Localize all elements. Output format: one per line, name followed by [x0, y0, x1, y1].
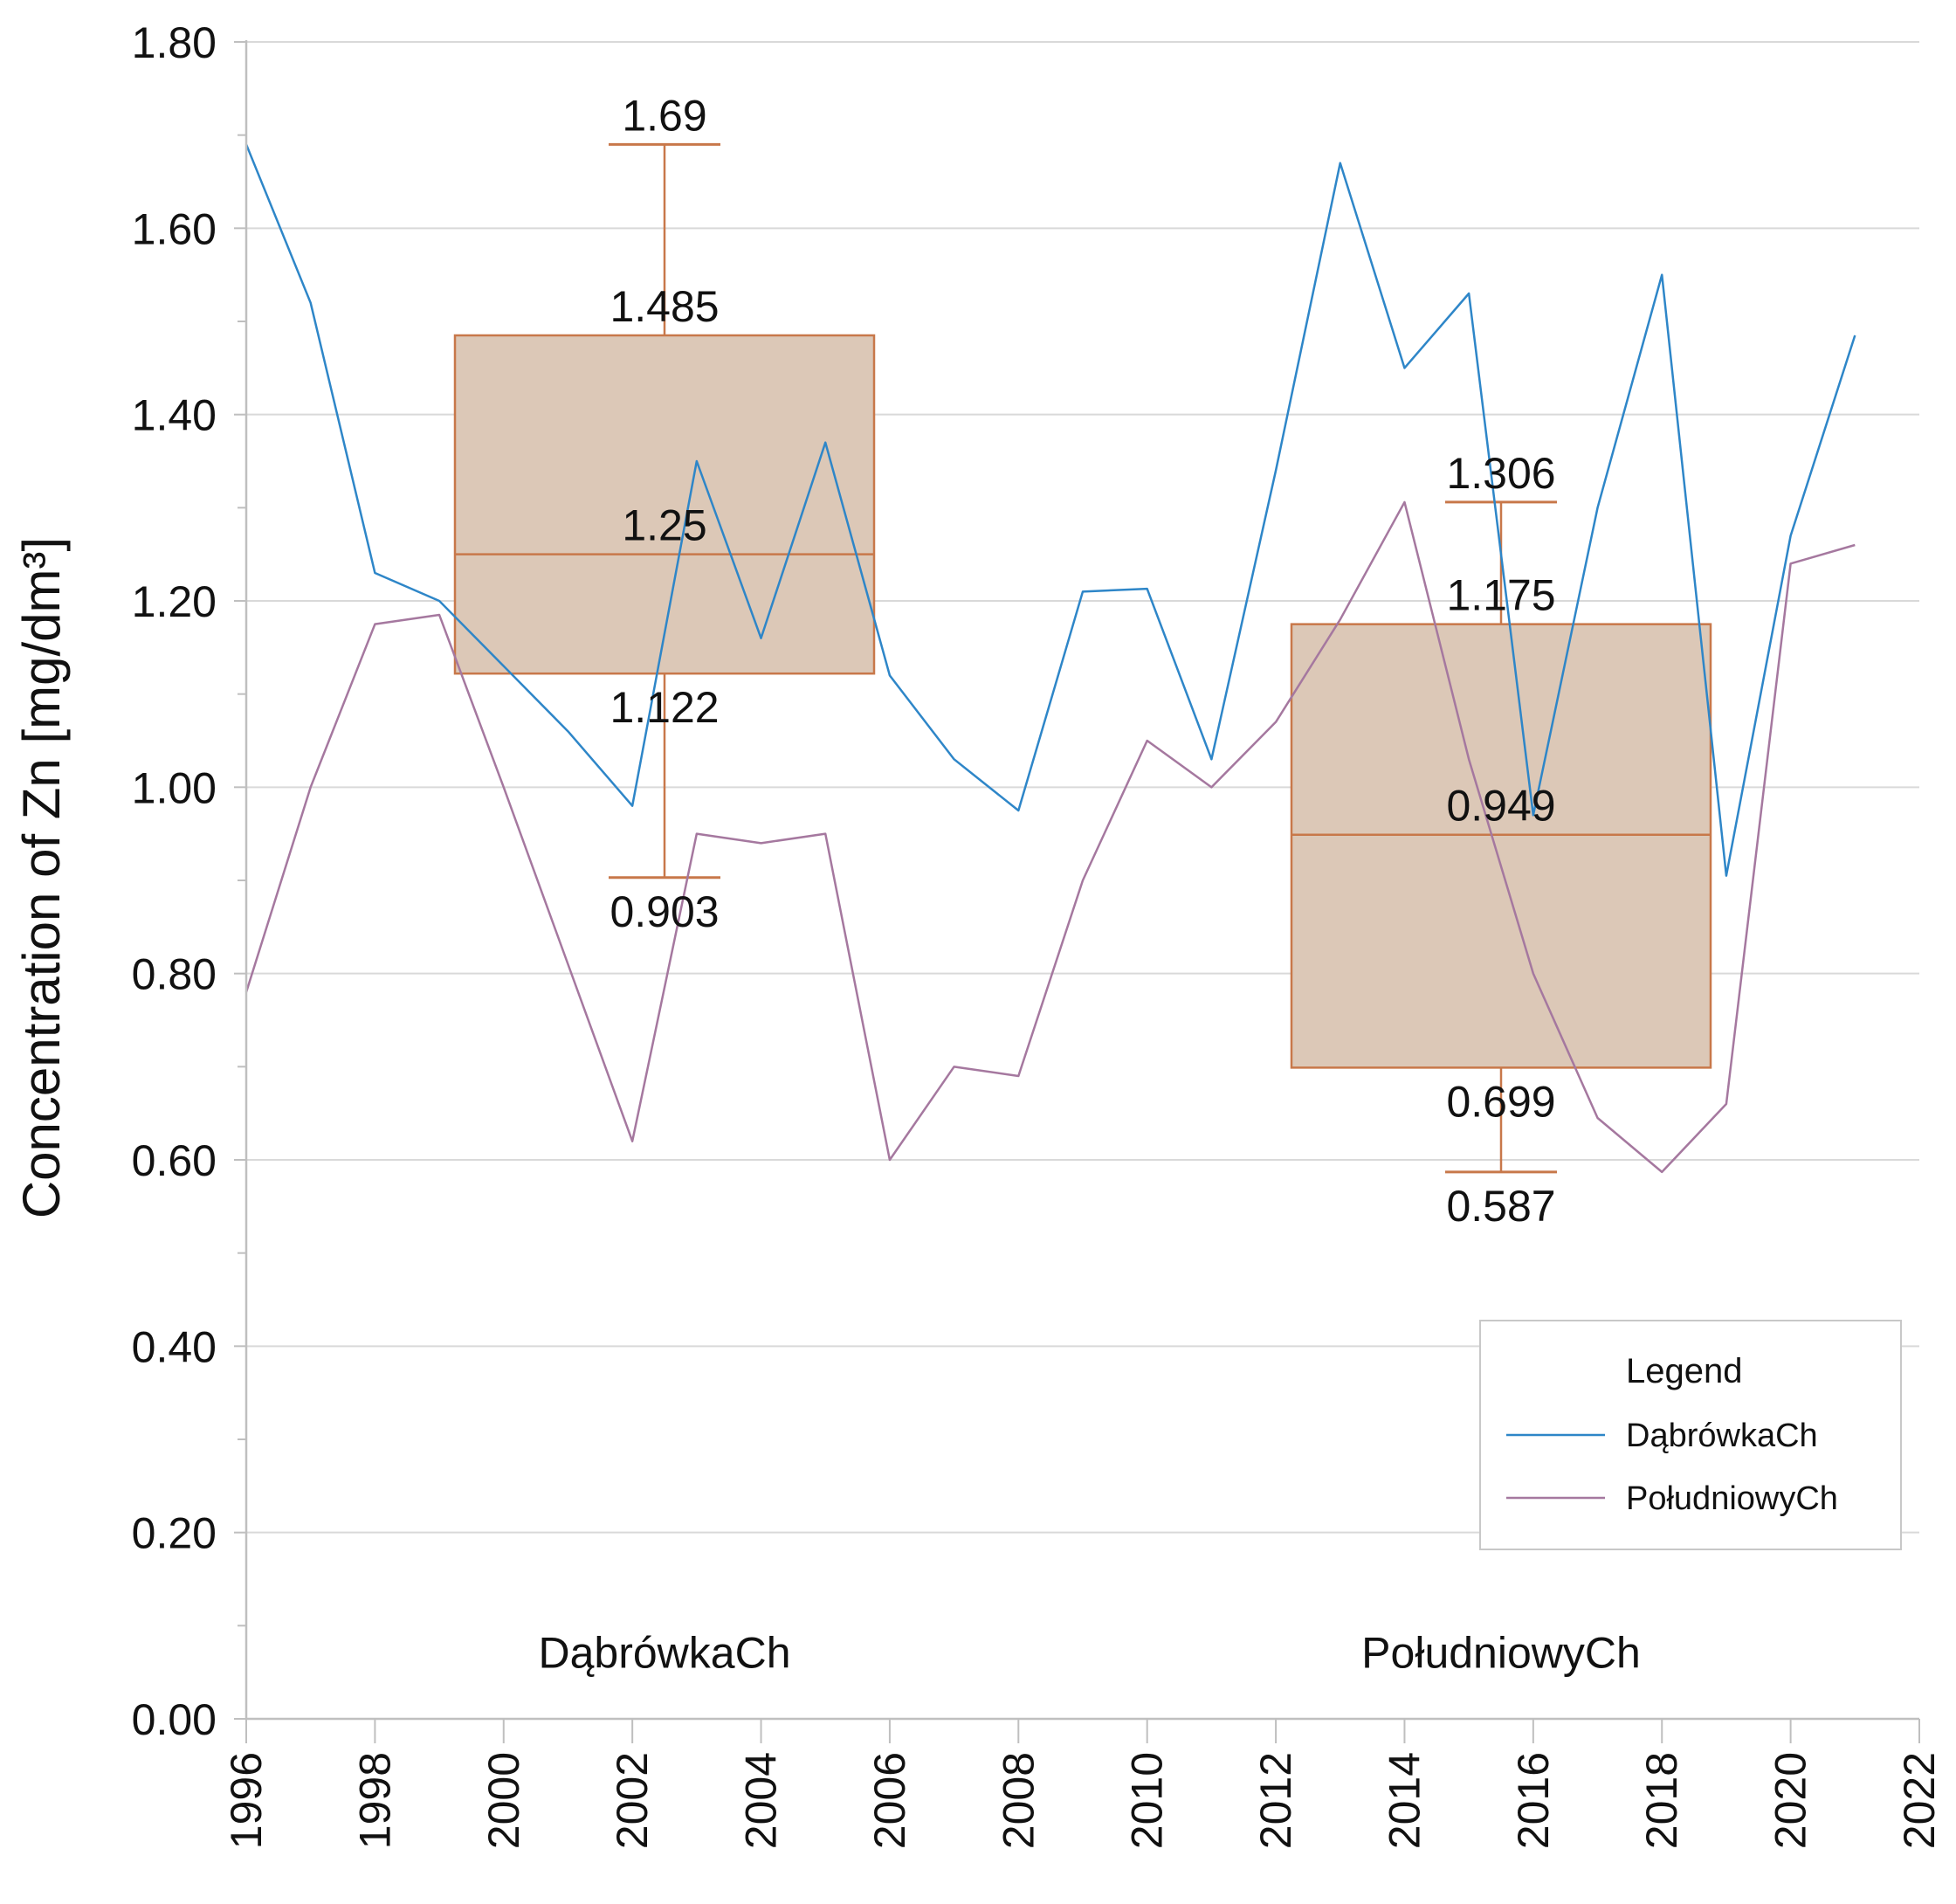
y-tick-label: 1.40: [132, 391, 217, 440]
legend-title: Legend: [1626, 1352, 1742, 1390]
boxplot-label-q1: 0.699: [1446, 1077, 1555, 1126]
boxplot-label-min: 0.587: [1446, 1182, 1555, 1231]
x-tick-label: 2002: [608, 1752, 657, 1849]
boxplot-label-median: 0.949: [1446, 782, 1555, 831]
series-line-poludniowych: [244, 500, 1856, 1174]
boxplot-label-max: 1.69: [622, 91, 706, 140]
x-axis-ticks: 1996 1998 2000 2002 2004 2006 2008 2010 2012 2014…: [222, 1719, 1944, 1849]
x-tick-label: 2020: [1767, 1752, 1815, 1849]
y-tick-label: 0.40: [132, 1322, 217, 1371]
y-tick-label: 0.80: [132, 950, 217, 999]
x-tick-label: 2006: [865, 1752, 914, 1849]
boxplot-label-median: 1.25: [622, 501, 706, 550]
x-tick-label: 2014: [1380, 1752, 1429, 1849]
legend: Legend DąbrówkaCh PołudniowyCh: [1479, 1320, 1902, 1550]
boxplot-group-label: DąbrówkaCh: [538, 1628, 790, 1677]
y-tick-label: 1.00: [132, 763, 217, 812]
series-lines: [244, 143, 1856, 1174]
legend-entry-poludniowy: PołudniowyCh: [1626, 1480, 1838, 1517]
x-tick-label: 1996: [222, 1752, 271, 1849]
series-line-dabrowkach: [244, 143, 1856, 877]
x-tick-label: 2018: [1637, 1752, 1686, 1849]
y-axis-ticks: 0.00 0.20 0.40 0.60 0.80 1.00 1.20 1.40 1.60 1.80: [132, 18, 246, 1744]
boxplot-label-max: 1.306: [1446, 449, 1555, 498]
y-tick-label: 1.80: [132, 18, 217, 67]
y-tick-label: 0.20: [132, 1509, 217, 1558]
x-tick-label: 2010: [1123, 1752, 1172, 1849]
y-tick-label: 1.60: [132, 204, 217, 253]
y-tick-label: 1.20: [132, 577, 217, 626]
y-tick-label: 0.60: [132, 1136, 217, 1185]
legend-entry-dabrowka: DąbrówkaCh: [1626, 1418, 1818, 1454]
boxplot-box: [1290, 623, 1712, 1069]
boxplot-label-min: 0.903: [610, 887, 719, 936]
x-tick-label: 2016: [1509, 1752, 1558, 1849]
x-tick-label: 2004: [737, 1752, 786, 1849]
boxplot-group-label: PołudniowyCh: [1361, 1628, 1641, 1677]
axes: [244, 40, 1919, 1721]
boxplot-label-q3: 1.175: [1446, 571, 1555, 620]
boxplot-label-q1: 1.122: [610, 683, 719, 732]
x-tick-label: 2012: [1251, 1752, 1300, 1849]
x-tick-label: 2022: [1895, 1752, 1944, 1849]
x-tick-label: 2008: [994, 1752, 1043, 1849]
boxplot-label-q3: 1.485: [610, 282, 719, 331]
x-tick-label: 2000: [479, 1752, 528, 1849]
x-tick-label: 1998: [350, 1752, 399, 1849]
y-tick-label: 0.00: [132, 1695, 217, 1744]
boxplot-labels: 1.69 1.485 1.25 1.122 0.903 DąbrówkaCh 1.306 1.…: [538, 91, 1640, 1677]
y-axis-label: Concentration of Zn [mg/dm³]: [12, 537, 71, 1218]
